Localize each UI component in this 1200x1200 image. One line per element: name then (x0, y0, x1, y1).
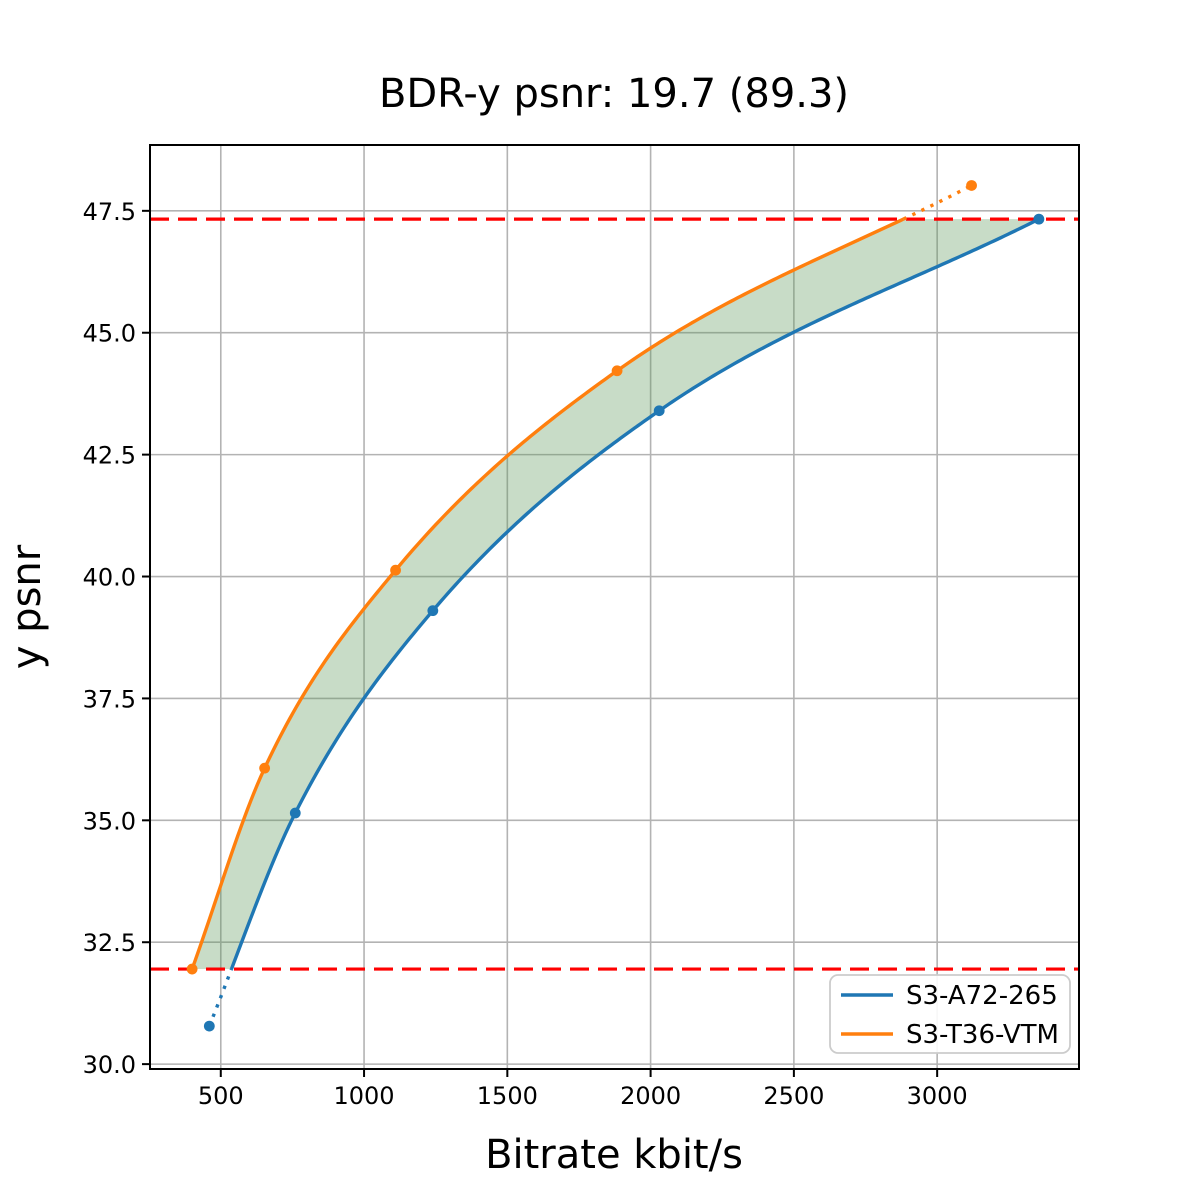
y-tick-label: 42.5 (83, 442, 136, 470)
legend-label-series-1: S3-T36-VTM (906, 1020, 1059, 1050)
data-point-marker (259, 762, 271, 774)
y-tick-label: 32.5 (83, 929, 136, 957)
x-tick-label: 1000 (334, 1082, 395, 1110)
overlap-fill (192, 219, 1039, 970)
x-tick-label: 1500 (477, 1082, 538, 1110)
x-tick-label: 500 (198, 1082, 244, 1110)
y-tick-label: 45.0 (83, 320, 136, 348)
x-tick-label: 2500 (763, 1082, 824, 1110)
data-point-marker (289, 807, 301, 819)
chart-title: BDR-y psnr: 19.7 (89.3) (379, 71, 849, 117)
y-tick-label: 47.5 (83, 198, 136, 226)
data-point-marker (186, 963, 198, 975)
series-dotted-segment (902, 183, 973, 221)
data-point-marker (653, 405, 665, 417)
series-dotted-segment (207, 968, 234, 1027)
grid-layer (150, 145, 1079, 1069)
data-point-marker (390, 564, 401, 576)
reference-lines-layer (150, 217, 1079, 971)
series-layer (186, 180, 1045, 1032)
series-curve (229, 217, 1040, 970)
legend-label-series-0: S3-A72-265 (906, 981, 1058, 1011)
data-point-marker (1033, 213, 1045, 225)
data-point-marker (427, 605, 439, 617)
y-tick-label: 30.0 (83, 1051, 136, 1079)
overlap-fill-layer (192, 219, 1039, 970)
y-tick-label: 40.0 (83, 564, 136, 592)
plot-border (149, 144, 1080, 1070)
data-point-marker (611, 365, 623, 377)
y-tick-label: 37.5 (83, 685, 136, 713)
series-curve (190, 217, 906, 970)
y-tick-label: 35.0 (83, 807, 136, 835)
data-point-marker (203, 1020, 215, 1032)
x-tick-label: 2000 (620, 1082, 681, 1110)
x-axis-label: Bitrate kbit/s (485, 1132, 743, 1178)
data-point-marker (966, 180, 977, 191)
x-tick-label: 3000 (907, 1082, 968, 1110)
legend: S3-A72-265 S3-T36-VTM (829, 974, 1071, 1054)
ticks-layer: 500 1000 1500 2000 2500 3000 30.0 32.5 35.0 37.5 4… (83, 198, 968, 1110)
y-axis-label: y psnr (4, 544, 50, 669)
